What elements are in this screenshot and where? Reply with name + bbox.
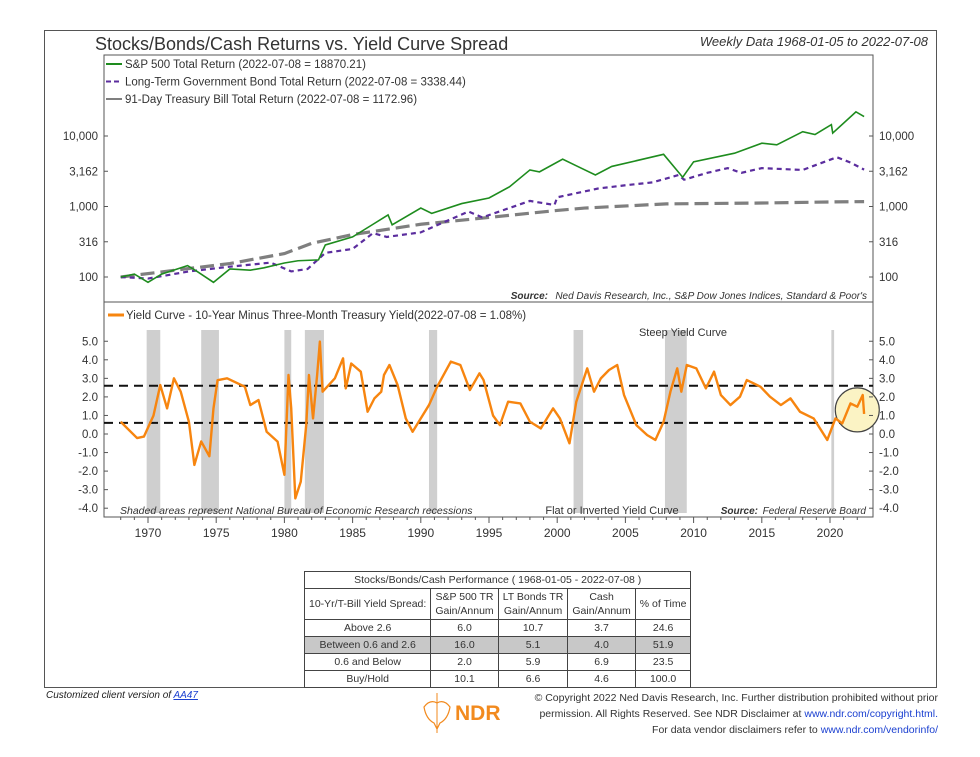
y-tick-label-right: 2.0 <box>879 392 895 404</box>
table-header: 10-Yr/T-Bill Yield Spread: S&P 500 TR Gai… <box>303 588 692 620</box>
y-tick-label-right: 316 <box>879 237 898 249</box>
y-tick-label-right: 4.0 <box>879 355 895 367</box>
y-tick-label-right: 10,000 <box>879 131 914 143</box>
y-tick-label-right: 3.0 <box>879 373 895 385</box>
legend-label: Long-Term Government Bond Total Return (… <box>125 77 466 89</box>
recession-band <box>201 330 219 513</box>
y-tick-label-right: 0.0 <box>879 429 895 441</box>
recession-band <box>428 330 438 513</box>
legend-label: S&P 500 Total Return (2022-07-08 = 18870… <box>125 59 366 71</box>
header-bonds: LT Bonds TR Gain/Annum <box>497 588 569 620</box>
x-tick-label: 1990 <box>407 526 434 540</box>
x-tick-label: 1970 <box>135 526 162 540</box>
y-tick-label-left: 5.0 <box>82 336 98 348</box>
x-tick-label: 2005 <box>612 526 639 540</box>
y-tick-label-left: -1.0 <box>78 448 98 460</box>
header-cash: Cash Gain/Annum <box>567 588 636 620</box>
y-tick-label-right: 5.0 <box>879 336 895 348</box>
x-tick-label: 1985 <box>339 526 366 540</box>
table-row: Between 0.6 and 2.6 16.0 5.1 4.0 51.9 <box>303 636 692 654</box>
annotation-flat: Flat or Inverted Yield Curve <box>545 505 678 517</box>
table-row: Buy/Hold 10.1 6.6 4.6 100.0 <box>303 670 692 688</box>
x-tick-label: 1980 <box>271 526 298 540</box>
y-tick-label-left: 316 <box>79 237 98 249</box>
series-line-yield-curve <box>119 340 866 500</box>
y-tick-label-right: -2.0 <box>879 466 899 478</box>
source-label-bottom: Source: <box>721 506 758 517</box>
y-tick-label-right: 1.0 <box>879 410 895 422</box>
aa47-link[interactable]: AA47 <box>173 690 198 701</box>
y-tick-label-left: 10,000 <box>63 131 98 143</box>
header-time: % of Time <box>634 588 692 620</box>
annotation-recessions: Shaded areas represent National Bureau o… <box>120 505 473 517</box>
table-title: Stocks/Bonds/Cash Performance ( 1968-01-… <box>303 571 692 589</box>
vendorinfo-link[interactable]: www.ndr.com/vendorinfo/ <box>820 724 938 736</box>
y-tick-label-left: 0.0 <box>82 429 98 441</box>
y-tick-label-left: 2.0 <box>82 392 98 404</box>
y-tick-label-left: -3.0 <box>78 485 98 497</box>
bottom-panel-frame <box>103 301 874 518</box>
performance-table: Stocks/Bonds/Cash Performance ( 1968-01-… <box>303 571 692 688</box>
y-tick-label-right: -3.0 <box>879 485 899 497</box>
y-tick-label-left: 1,000 <box>69 202 98 214</box>
y-tick-label-right: 1,000 <box>879 202 908 214</box>
series-line-sp500 <box>120 110 865 284</box>
y-tick-label-right: -1.0 <box>879 448 899 460</box>
source-label-top: Source: <box>511 291 548 302</box>
chart-title: Stocks/Bonds/Cash Returns vs. Yield Curv… <box>95 34 509 54</box>
top-panel-frame <box>103 54 874 303</box>
table-row: 0.6 and Below 2.0 5.9 6.9 23.5 <box>303 653 692 671</box>
y-tick-label-right: 100 <box>879 272 898 284</box>
annotation-steep: Steep Yield Curve <box>639 327 727 339</box>
y-tick-label-right: 3,162 <box>879 166 908 178</box>
x-tick-label: 2000 <box>544 526 571 540</box>
y-tick-label-left: 3,162 <box>69 166 98 178</box>
table-row: Above 2.6 6.0 10.7 3.7 24.6 <box>303 619 692 637</box>
y-tick-label-left: 100 <box>79 272 98 284</box>
y-tick-label-right: -4.0 <box>879 503 899 515</box>
chart-frame <box>44 30 937 688</box>
highlight-circle <box>834 387 880 433</box>
y-tick-label-left: 4.0 <box>82 355 98 367</box>
y-tick-label-left: -2.0 <box>78 466 98 478</box>
ndr-bull-bear-logo-icon <box>423 693 451 733</box>
chart-svg: 100 100 316 316 1,000 1,000 3,162 3,162 10,000 10… <box>63 54 914 540</box>
chart-subtitle: Weekly Data 1968-01-05 to 2022-07-08 <box>699 34 928 49</box>
x-tick-label: 2015 <box>748 526 775 540</box>
recession-band <box>664 330 687 513</box>
header-sp500: S&P 500 TR Gain/Annum <box>430 588 499 620</box>
x-tick-label: 1995 <box>476 526 503 540</box>
y-tick-label-left: -4.0 <box>78 503 98 515</box>
ndr-logo-text: NDR <box>455 702 501 725</box>
header-spread: 10-Yr/T-Bill Yield Spread: <box>303 588 432 620</box>
x-tick-label: 2020 <box>817 526 844 540</box>
source-note-bottom: Federal Reserve Board <box>763 506 867 517</box>
copyright-link[interactable]: www.ndr.com/copyright.html. <box>804 708 938 720</box>
recession-band <box>831 330 835 513</box>
recession-band <box>573 330 584 513</box>
custom-version-note: Customized client version of AA47 <box>46 690 198 701</box>
copyright-notice: © Copyright 2022 Ned Davis Research, Inc… <box>534 692 938 736</box>
x-tick-label: 1975 <box>203 526 230 540</box>
series-line-tbill <box>120 200 865 279</box>
recession-band <box>284 330 292 513</box>
y-tick-label-left: 3.0 <box>82 373 98 385</box>
legend-label-yield: Yield Curve - 10-Year Minus Three-Month … <box>126 310 526 322</box>
y-tick-label-left: 1.0 <box>82 410 98 422</box>
recession-band <box>146 330 161 513</box>
series-line-lt-bonds <box>120 156 865 280</box>
source-note-top: Ned Davis Research, Inc., S&P Dow Jones … <box>555 291 867 302</box>
x-tick-label: 2010 <box>680 526 707 540</box>
legend-label: 91-Day Treasury Bill Total Return (2022-… <box>125 94 417 106</box>
